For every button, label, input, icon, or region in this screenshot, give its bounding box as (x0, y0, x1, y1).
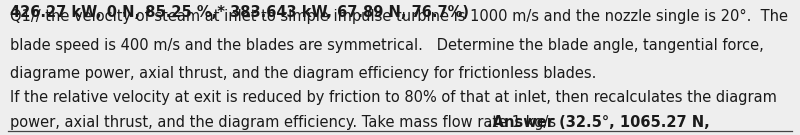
Text: Q1// the velocity of steam at inlet to simple impulse turbine is 1000 m/s and th: Q1// the velocity of steam at inlet to s… (10, 9, 789, 24)
Text: diagrame power, axial thrust, and the diagram efficiency for frictionless blades: diagrame power, axial thrust, and the di… (10, 66, 597, 81)
Text: .Answer (32.5°, 1065.27 N,: .Answer (32.5°, 1065.27 N, (487, 115, 710, 130)
Text: If the relative velocity at exit is reduced by friction to 80% of that at inlet,: If the relative velocity at exit is redu… (10, 90, 778, 105)
Text: 426.27 kW, 0 N, 85.25 %,* 383.643 kW, 67.89 N, 76.7%): 426.27 kW, 0 N, 85.25 %,* 383.643 kW, 67… (10, 5, 470, 20)
Text: blade speed is 400 m/s and the blades are symmetrical.   Determine the blade ang: blade speed is 400 m/s and the blades ar… (10, 38, 764, 53)
Text: power, axial thrust, and the diagram efficiency. Take mass flow rate 1 kg/s: power, axial thrust, and the diagram eff… (10, 115, 561, 130)
